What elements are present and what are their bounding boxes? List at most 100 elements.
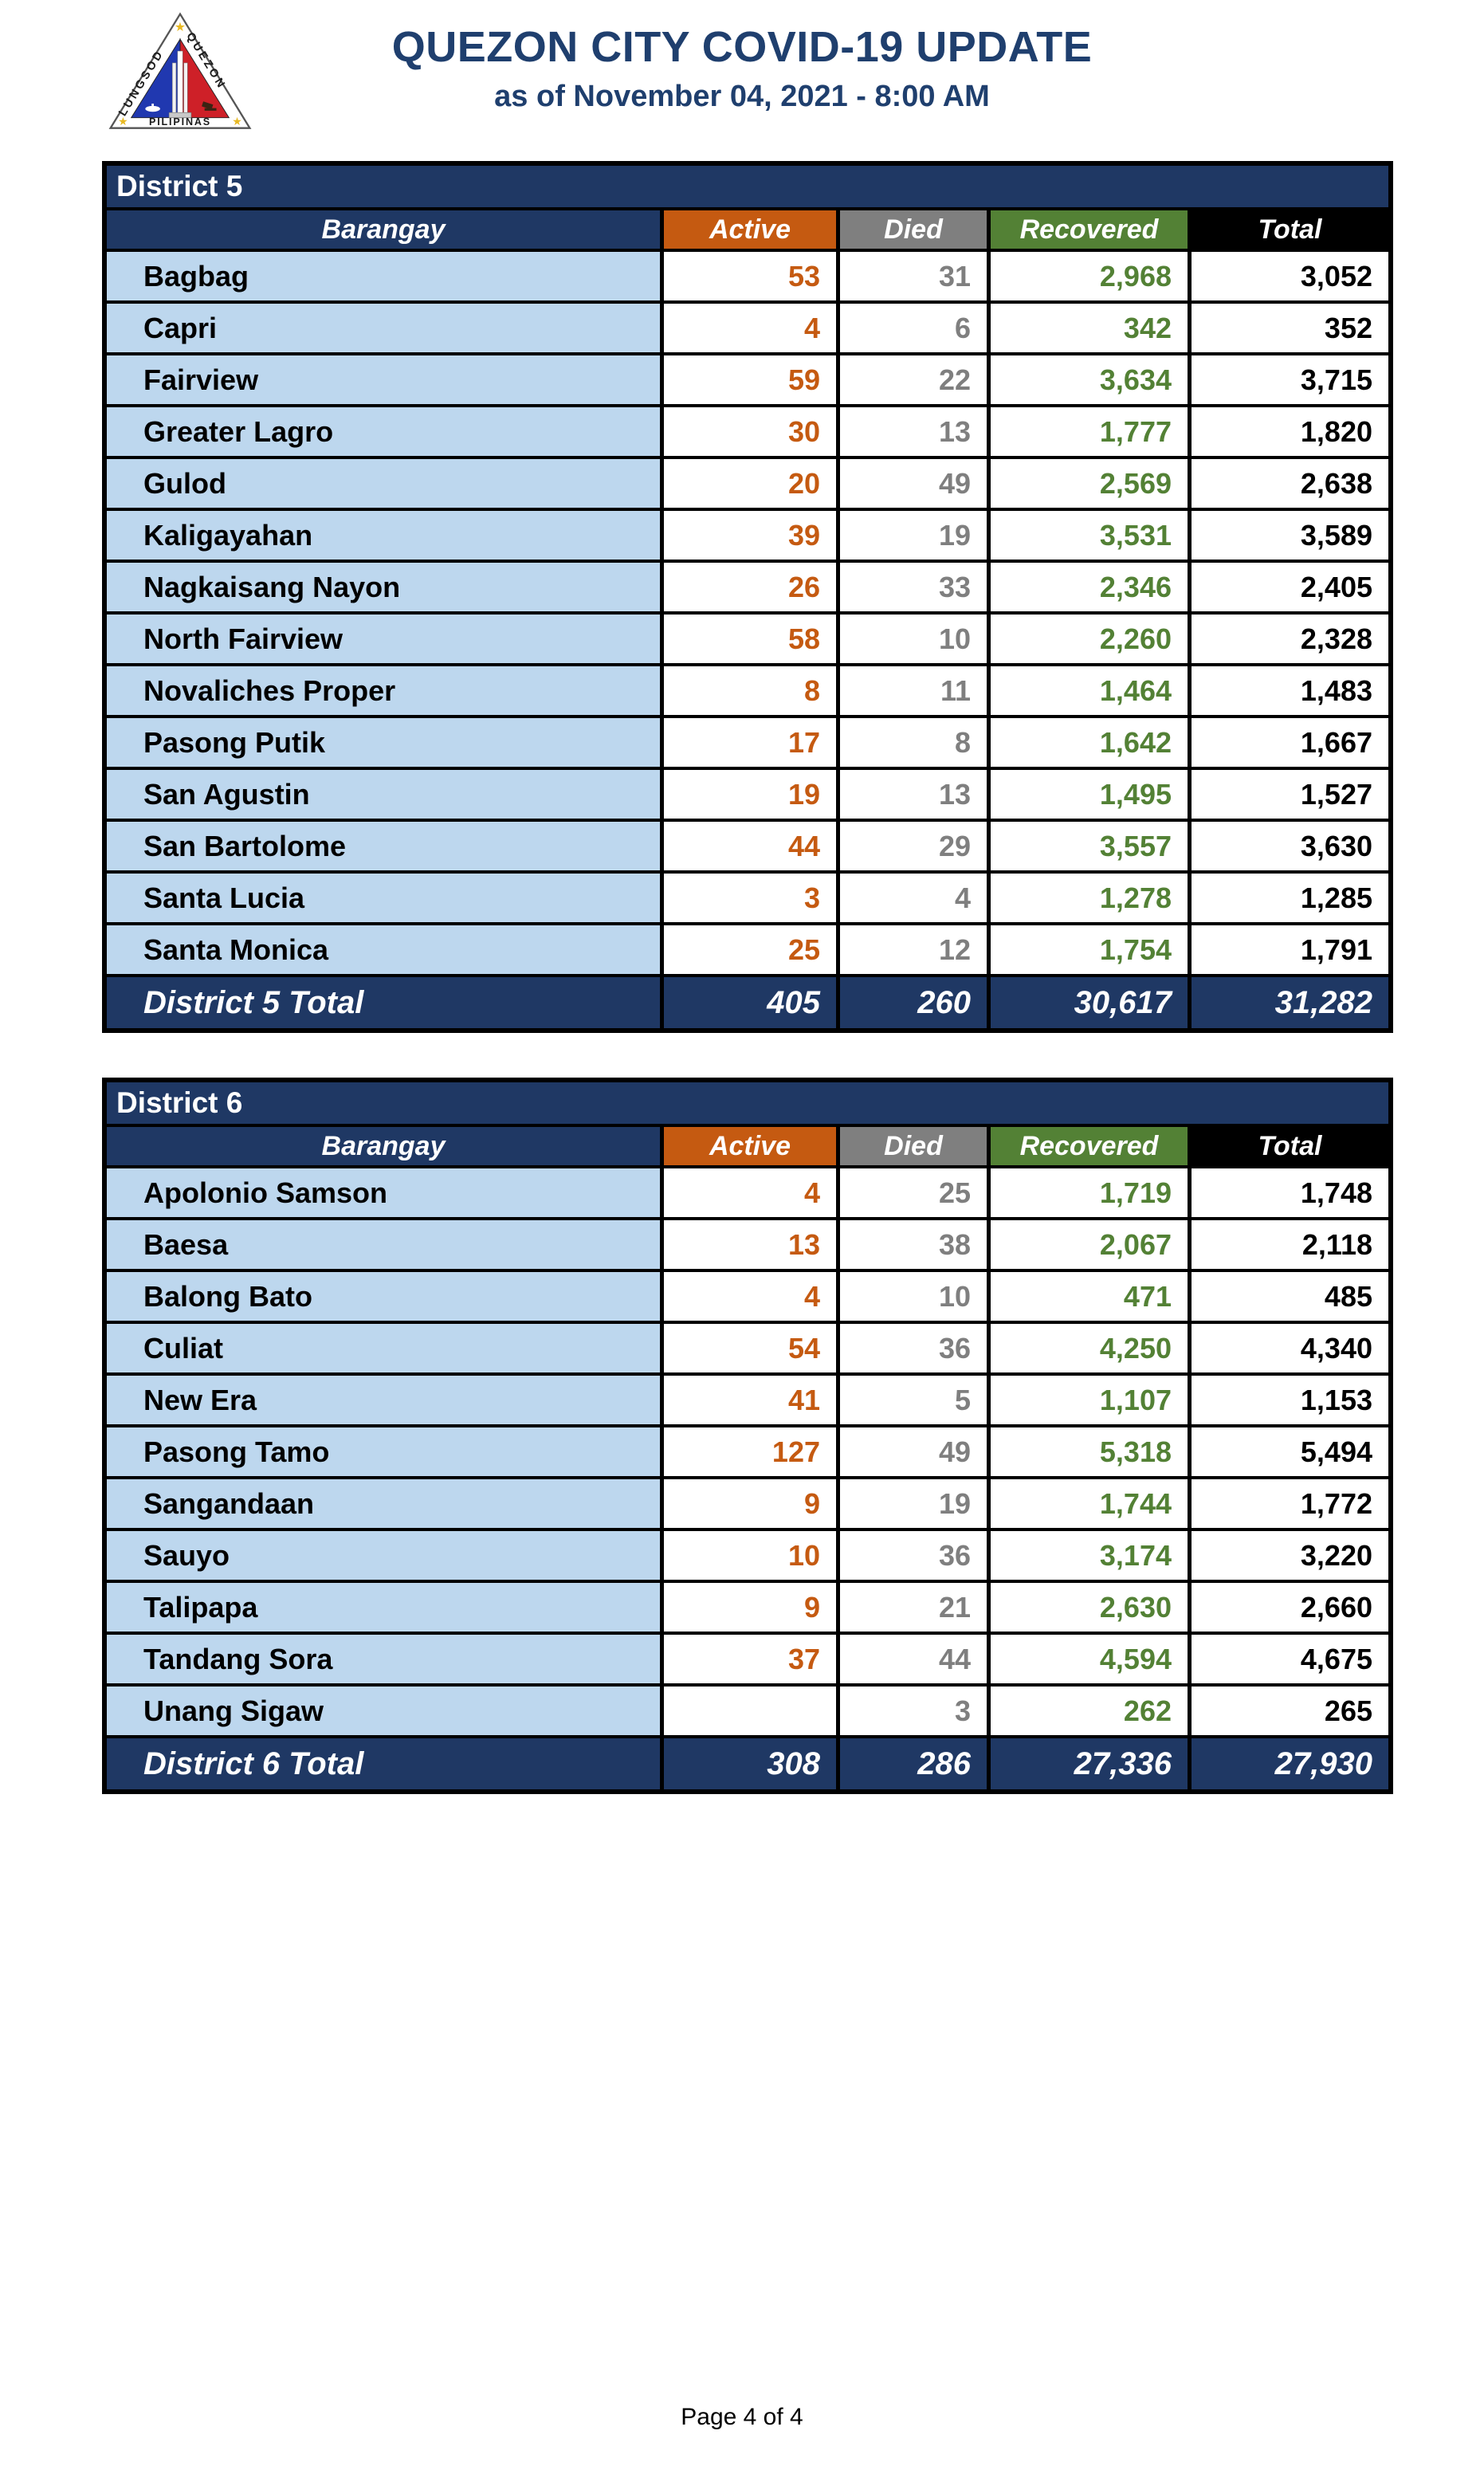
value-recovered: 342 [991, 304, 1188, 352]
value-active: 17 [664, 718, 836, 767]
value-total: 4,340 [1192, 1324, 1388, 1372]
value-recovered: 1,777 [991, 407, 1188, 456]
column-header-barangay: Barangay [107, 1127, 660, 1165]
column-header-row: Barangay Active Died Recovered Total [107, 1127, 1388, 1165]
value-recovered: 3,531 [991, 511, 1188, 560]
value-recovered: 3,557 [991, 822, 1188, 870]
value-died: 29 [840, 822, 987, 870]
table-row: North Fairview 58 10 2,260 2,328 [107, 615, 1388, 663]
barangay-name: Gulod [107, 459, 660, 508]
value-total: 3,052 [1192, 252, 1388, 300]
value-active: 9 [664, 1479, 836, 1528]
page-subtitle: as of November 04, 2021 - 8:00 AM [494, 80, 990, 113]
value-recovered: 1,278 [991, 874, 1188, 922]
barangay-name: Santa Monica [107, 925, 660, 974]
district-total-total: 31,282 [1192, 977, 1388, 1028]
seal-text-pilipinas: PILIPINAS [149, 116, 211, 128]
column-header-active: Active [664, 210, 836, 249]
barangay-name: Balong Bato [107, 1272, 660, 1321]
value-total: 3,589 [1192, 511, 1388, 560]
district-total-row: District 5 Total 405 260 30,617 31,282 [107, 977, 1388, 1028]
value-total: 1,483 [1192, 666, 1388, 715]
value-active: 13 [664, 1220, 836, 1269]
value-recovered: 2,968 [991, 252, 1188, 300]
table-row: Talipapa 9 21 2,630 2,660 [107, 1583, 1388, 1632]
district-total-died: 286 [840, 1738, 987, 1789]
value-total: 3,630 [1192, 822, 1388, 870]
value-recovered: 2,346 [991, 563, 1188, 611]
column-header-barangay: Barangay [107, 210, 660, 249]
value-recovered: 2,630 [991, 1583, 1188, 1632]
table-row: Baesa 13 38 2,067 2,118 [107, 1220, 1388, 1269]
value-recovered: 1,464 [991, 666, 1188, 715]
value-died: 19 [840, 511, 987, 560]
value-total: 352 [1192, 304, 1388, 352]
table-row: Santa Lucia 3 4 1,278 1,285 [107, 874, 1388, 922]
value-died: 19 [840, 1479, 987, 1528]
value-died: 44 [840, 1635, 987, 1683]
value-recovered: 4,594 [991, 1635, 1188, 1683]
barangay-name: North Fairview [107, 615, 660, 663]
value-active: 8 [664, 666, 836, 715]
barangay-name: Fairview [107, 355, 660, 404]
value-active: 4 [664, 304, 836, 352]
table-row: Apolonio Samson 4 25 1,719 1,748 [107, 1168, 1388, 1217]
value-total: 2,638 [1192, 459, 1388, 508]
value-active: 4 [664, 1168, 836, 1217]
value-recovered: 3,634 [991, 355, 1188, 404]
column-header-active: Active [664, 1127, 836, 1165]
barangay-name: Bagbag [107, 252, 660, 300]
barangay-name: Talipapa [107, 1583, 660, 1632]
value-died: 49 [840, 1427, 987, 1476]
district-table-6: District 6 Barangay Active Died Recovered To… [102, 1078, 1393, 1794]
column-header-died: Died [840, 210, 987, 249]
value-total: 485 [1192, 1272, 1388, 1321]
value-recovered: 2,260 [991, 615, 1188, 663]
value-active: 59 [664, 355, 836, 404]
value-total: 1,667 [1192, 718, 1388, 767]
value-active: 10 [664, 1531, 836, 1580]
column-header-row: Barangay Active Died Recovered Total [107, 210, 1388, 249]
district-title: District 6 [107, 1082, 1388, 1124]
value-died: 22 [840, 355, 987, 404]
barangay-name: Pasong Tamo [107, 1427, 660, 1476]
table-row: San Bartolome 44 29 3,557 3,630 [107, 822, 1388, 870]
value-recovered: 3,174 [991, 1531, 1188, 1580]
value-recovered: 1,744 [991, 1479, 1188, 1528]
value-recovered: 262 [991, 1687, 1188, 1735]
table-row: Balong Bato 4 10 471 485 [107, 1272, 1388, 1321]
value-died: 31 [840, 252, 987, 300]
table-row: Tandang Sora 37 44 4,594 4,675 [107, 1635, 1388, 1683]
value-died: 36 [840, 1324, 987, 1372]
barangay-name: Greater Lagro [107, 407, 660, 456]
report-header: ★ ★ ★ LUNGSOD QUEZON PILIPINAS QUEZON CI… [0, 0, 1484, 159]
value-recovered: 2,067 [991, 1220, 1188, 1269]
page-title: QUEZON CITY COVID-19 UPDATE [391, 23, 1093, 71]
barangay-name: New Era [107, 1376, 660, 1424]
table-row: Novaliches Proper 8 11 1,464 1,483 [107, 666, 1388, 715]
value-total: 1,772 [1192, 1479, 1388, 1528]
table-row: Sangandaan 9 19 1,744 1,772 [107, 1479, 1388, 1528]
table-row: Culiat 54 36 4,250 4,340 [107, 1324, 1388, 1372]
district-table-5: District 5 Barangay Active Died Recovered To… [102, 161, 1393, 1033]
column-header-recovered: Recovered [991, 1127, 1188, 1165]
value-total: 4,675 [1192, 1635, 1388, 1683]
value-active: 4 [664, 1272, 836, 1321]
barangay-name: Santa Lucia [107, 874, 660, 922]
value-active: 58 [664, 615, 836, 663]
value-active: 3 [664, 874, 836, 922]
value-died: 8 [840, 718, 987, 767]
value-died: 3 [840, 1687, 987, 1735]
value-died: 13 [840, 770, 987, 819]
barangay-name: Unang Sigaw [107, 1687, 660, 1735]
value-died: 49 [840, 459, 987, 508]
quezon-city-seal-logo: ★ ★ ★ LUNGSOD QUEZON PILIPINAS [108, 12, 252, 129]
value-total: 2,405 [1192, 563, 1388, 611]
value-active: 20 [664, 459, 836, 508]
value-recovered: 1,642 [991, 718, 1188, 767]
value-total: 5,494 [1192, 1427, 1388, 1476]
value-died: 11 [840, 666, 987, 715]
table-row: San Agustin 19 13 1,495 1,527 [107, 770, 1388, 819]
value-recovered: 5,318 [991, 1427, 1188, 1476]
